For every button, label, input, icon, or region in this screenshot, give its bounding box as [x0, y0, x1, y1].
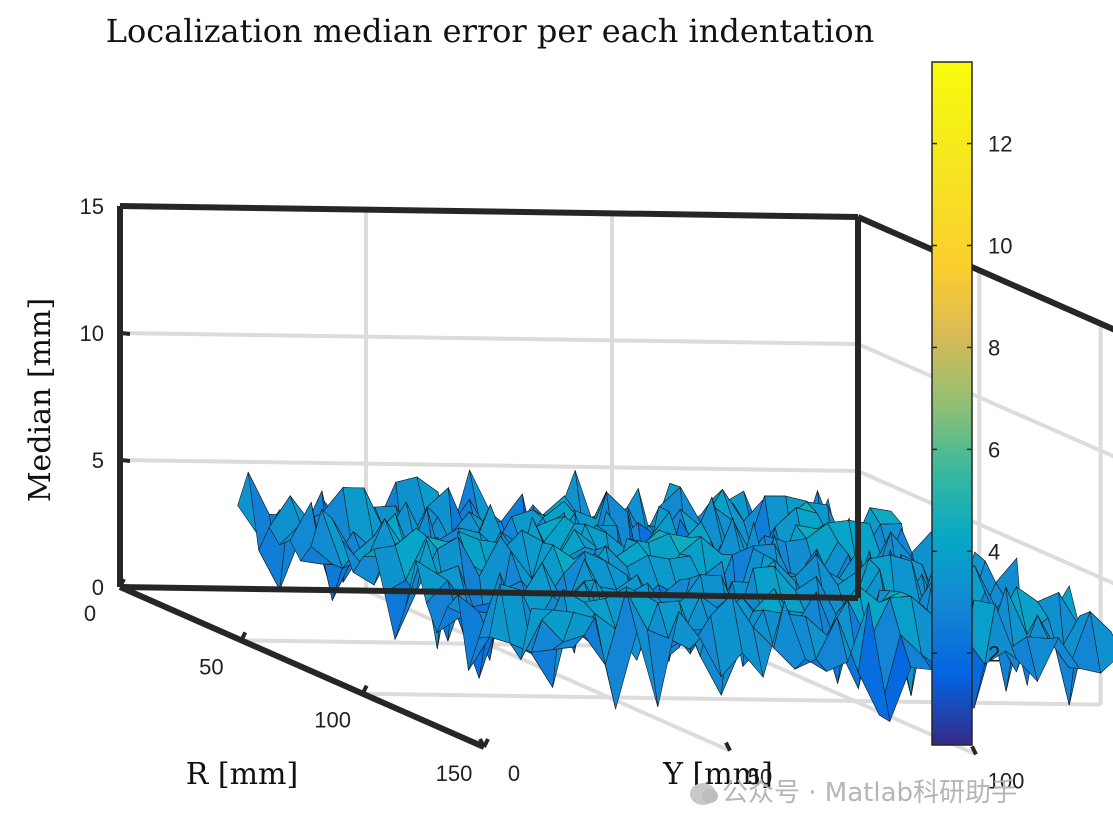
- z-tick-mark: [119, 204, 131, 209]
- colorbar-tick-label: 8: [988, 335, 1000, 360]
- z-axis-label: Median [mm]: [23, 298, 58, 502]
- x-tick-mark: [360, 684, 369, 695]
- x-tick-mark: [239, 631, 248, 642]
- frame-edge: [856, 214, 1113, 333]
- grid-line: [857, 342, 1113, 459]
- frame-edge: [119, 203, 859, 220]
- wechat-icon: [690, 782, 718, 805]
- watermark-text: 公众号 · Matlab科研助手: [722, 778, 1018, 808]
- x-tick-mark: [118, 578, 126, 588]
- x-axis-line: [118, 584, 486, 750]
- grid-line: [119, 458, 859, 473]
- colorbar-tick-label: 6: [988, 437, 1000, 462]
- colorbar-tick-label: 2: [988, 641, 1000, 666]
- y-tick-label: 100: [988, 768, 1025, 793]
- grid-line: [119, 331, 859, 346]
- y-tick-mark: [478, 738, 486, 748]
- y-axis-label: Y [mm]: [662, 757, 773, 792]
- chart-title: Localization median error per each inden…: [105, 12, 875, 50]
- x-tick-label: 100: [314, 708, 351, 733]
- z-tick-mark: [119, 458, 131, 463]
- colorbar: 2 4 6 8 10 12: [931, 61, 1012, 746]
- z-tick-label: 15: [80, 194, 104, 219]
- surface-patch: [520, 608, 554, 660]
- y-tick-mark: [970, 745, 978, 756]
- x-tick-label: 150: [436, 761, 473, 786]
- colorbar-tick-label: 4: [988, 539, 1000, 564]
- z-tick-mark: [119, 331, 131, 336]
- colorbar-tick-label: 12: [988, 132, 1012, 157]
- colorbar-gradient: [931, 61, 973, 746]
- x-tick-label: 50: [199, 654, 223, 679]
- watermark: 公众号 · Matlab科研助手: [690, 772, 1017, 809]
- y-tick-label: 50: [748, 765, 772, 790]
- y-tick-mark: [724, 741, 732, 752]
- y-tick-label: 0: [508, 761, 520, 786]
- y-axis-line: [119, 584, 859, 601]
- z-tick-label: 0: [92, 575, 104, 600]
- colorbar-tick-label: 10: [988, 233, 1012, 258]
- z-tick-label: 5: [92, 448, 104, 473]
- axes-frame: [117, 203, 1113, 750]
- x-axis-label: R [mm]: [186, 757, 298, 792]
- z-tick-label: 10: [80, 321, 104, 346]
- grid-line: [362, 691, 1101, 707]
- x-tick-label: 0: [84, 601, 96, 626]
- grid-line: [857, 469, 1113, 586]
